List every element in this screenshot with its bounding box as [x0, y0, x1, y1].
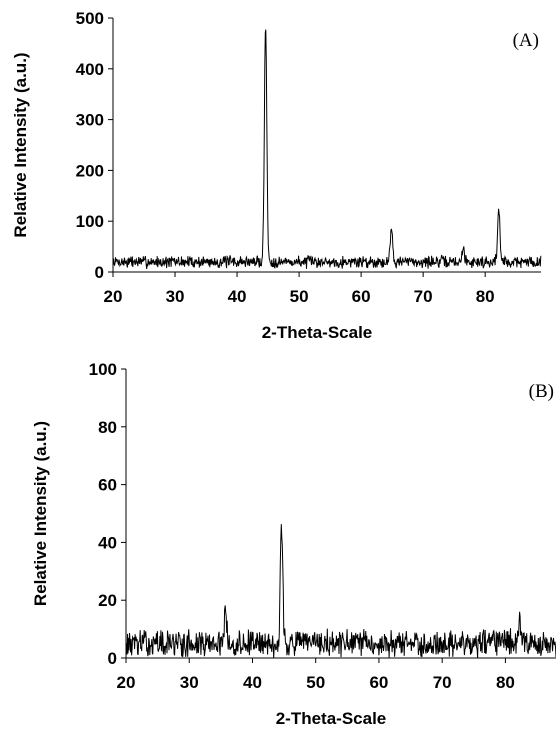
y-tick-label: 20: [98, 591, 117, 610]
x-axis-title: 2-Theta-Scale: [262, 323, 373, 342]
y-axis-title: Relative Intensity (a.u.): [31, 421, 50, 606]
x-tick-label: 70: [414, 287, 433, 306]
y-tick-label: 0: [95, 263, 104, 282]
x-tick-label: 60: [369, 673, 388, 692]
x-tick-label: 20: [104, 287, 123, 306]
x-tick-label: 50: [290, 287, 309, 306]
x-tick-label: 80: [496, 673, 515, 692]
chart-panel-a: 0 100 200 300 400 500 20 30 40 50 60 70 80 2-Theta-Sc…: [11, 9, 542, 342]
y-tick-label: 100: [89, 360, 117, 379]
y-tick-label: 60: [98, 476, 117, 495]
panel-label: (A): [513, 30, 539, 51]
y-tick-label: 300: [76, 111, 104, 130]
x-axis-title: 2-Theta-Scale: [276, 709, 387, 728]
x-tick-label: 40: [228, 287, 247, 306]
y-tick-label: 0: [108, 649, 117, 668]
x-tick-label: 50: [306, 673, 325, 692]
x-tick-label: 30: [166, 287, 185, 306]
y-tick-label: 200: [76, 161, 104, 180]
y-axis-title: Relative Intensity (a.u.): [11, 52, 30, 237]
data-series-line: [125, 524, 556, 659]
panel-label: (B): [529, 381, 554, 402]
y-tick-label: 400: [76, 60, 104, 79]
x-tick-label: 70: [433, 673, 452, 692]
x-tick-label: 80: [476, 287, 495, 306]
x-tick-label: 20: [117, 673, 136, 692]
y-tick-label: 40: [98, 533, 117, 552]
y-tick-label: 500: [76, 9, 104, 28]
x-tick-label: 40: [243, 673, 262, 692]
y-tick-label: 80: [98, 418, 117, 437]
y-tick-label: 100: [76, 212, 104, 231]
x-tick-label: 60: [352, 287, 371, 306]
data-series-line: [112, 29, 542, 270]
x-tick-label: 30: [180, 673, 199, 692]
